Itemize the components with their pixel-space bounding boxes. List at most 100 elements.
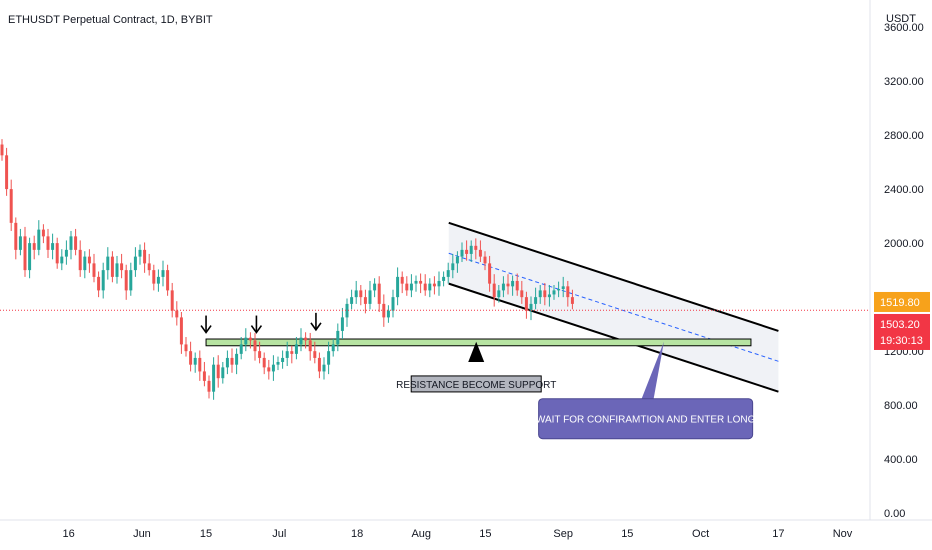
candle-body <box>64 249 68 257</box>
candle-body <box>442 276 446 281</box>
channel-fill <box>448 222 779 392</box>
y-tick-label: 400.00 <box>884 454 918 466</box>
candle-body <box>488 263 492 284</box>
price-tags: 1519.80 1503.20 19:30:13 <box>0 291 930 350</box>
candle-body <box>115 263 119 277</box>
callout-text: WAIT FOR CONFIRAMTION AND ENTER LONG <box>536 415 756 426</box>
price-tag-label: 1503.20 <box>880 319 920 331</box>
resistance-label-box <box>410 375 542 393</box>
candle-body <box>354 290 358 298</box>
candle-body <box>520 290 524 298</box>
candle-body <box>566 286 570 298</box>
candle-body <box>465 249 469 254</box>
candle-body <box>492 283 496 298</box>
candle-body <box>32 243 36 250</box>
x-tick-label: 15 <box>479 528 491 540</box>
candle-body <box>331 344 335 352</box>
candle-body <box>506 283 510 287</box>
candle-body <box>87 256 91 264</box>
x-tick-label: Jul <box>272 528 286 540</box>
candle-body <box>133 256 137 271</box>
x-tick-label: 15 <box>200 528 212 540</box>
candle-body <box>120 263 124 271</box>
candle-body <box>359 290 363 298</box>
candle-body <box>41 229 45 237</box>
candle-body <box>432 283 436 287</box>
currency-label: USDT <box>886 13 916 25</box>
candle-body <box>382 303 386 318</box>
candle-body <box>14 222 18 250</box>
y-tick-label: 800.00 <box>884 400 918 412</box>
candle-body <box>423 283 427 291</box>
candle-body <box>235 353 239 365</box>
x-tick-label: 16 <box>63 528 75 540</box>
candle-body <box>377 283 381 304</box>
arrow-down-head <box>250 325 263 334</box>
channel-lower-line <box>448 282 779 393</box>
y-tick-label: 2800.00 <box>884 130 924 142</box>
candle-body <box>225 357 229 368</box>
y-tick-label: 2000.00 <box>884 238 924 250</box>
candle-body <box>400 276 404 284</box>
y-tick-label: 3200.00 <box>884 76 924 88</box>
candlestick-series <box>0 139 574 400</box>
candle-body <box>538 290 542 298</box>
support-zone <box>205 338 752 347</box>
y-axis-ticks: 3600.003200.002800.002400.002000.001200.… <box>884 22 924 520</box>
candle-body <box>156 276 160 284</box>
candle-body <box>281 357 285 362</box>
candle-body <box>170 290 174 311</box>
candle-body <box>437 280 441 287</box>
x-tick-label: Sep <box>553 528 573 540</box>
candle-body <box>138 249 142 257</box>
candle-body <box>92 263 96 277</box>
candle-body <box>327 351 331 365</box>
candle-body <box>478 249 482 257</box>
candle-body <box>451 263 455 271</box>
candle-body <box>547 294 551 298</box>
candle-body <box>239 344 243 354</box>
price-tag-mark <box>874 313 930 350</box>
candle-body <box>0 144 4 156</box>
candle-body <box>368 290 372 304</box>
candle-body <box>483 256 487 264</box>
candle-body <box>460 249 464 257</box>
candle-body <box>317 357 321 372</box>
candle-body <box>543 290 547 298</box>
y-tick-label: 2400.00 <box>884 184 924 196</box>
candle-body <box>221 367 225 379</box>
callout-box <box>538 398 754 440</box>
candle-body <box>405 283 409 291</box>
candle-body <box>322 364 326 372</box>
candle-body <box>28 243 32 271</box>
candle-body <box>193 357 197 365</box>
candle-body <box>446 270 450 277</box>
candle-body <box>83 256 87 271</box>
candle-body <box>110 256 114 277</box>
candle-body <box>189 351 193 365</box>
candle-body <box>216 364 220 379</box>
x-tick-label: 17 <box>772 528 784 540</box>
x-tick-label: Oct <box>692 528 709 540</box>
y-tick-label: 3600.00 <box>884 22 924 34</box>
candle-body <box>147 263 151 271</box>
candle-body <box>5 155 9 190</box>
channel-upper-line <box>448 221 779 332</box>
candle-body <box>350 297 354 304</box>
candle-body <box>386 310 390 318</box>
candle-body <box>74 236 78 250</box>
candle-body <box>511 280 515 287</box>
annotations: RESISTANCE BECOME SUPPORT WAIT FOR CONFIR… <box>200 312 756 440</box>
candle-body <box>455 256 459 264</box>
candle-body <box>161 270 165 277</box>
candle-body <box>552 290 556 295</box>
candle-body <box>244 337 248 345</box>
candle-body <box>294 344 298 354</box>
candle-body <box>23 236 27 271</box>
resistance-label-text: RESISTANCE BECOME SUPPORT <box>396 380 556 391</box>
price-tag-mark <box>874 291 930 312</box>
candle-body <box>363 297 367 304</box>
candle-body <box>285 351 289 358</box>
candle-body <box>18 236 22 250</box>
